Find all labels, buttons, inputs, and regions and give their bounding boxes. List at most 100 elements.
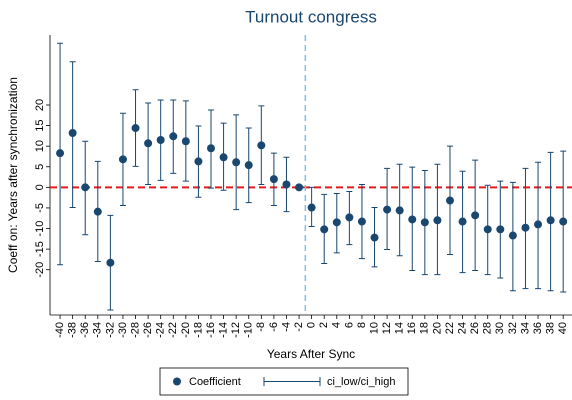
x-tick-label: 8: [356, 322, 368, 328]
point: [370, 233, 379, 242]
point: [546, 216, 555, 225]
x-tick-label: -38: [67, 322, 79, 338]
point: [559, 217, 568, 226]
point: [81, 183, 90, 192]
x-tick-label: 4: [331, 322, 343, 328]
point: [458, 217, 467, 226]
x-tick-label: -20: [180, 322, 192, 338]
y-tick-label: 0: [34, 184, 46, 190]
y-tick-label: -15: [34, 241, 46, 257]
x-tick-label: 26: [469, 322, 481, 334]
point: [420, 218, 429, 227]
x-tick-label: -8: [255, 322, 267, 332]
x-tick-label: -34: [92, 322, 104, 338]
x-tick-label: 2: [318, 322, 330, 328]
point: [169, 132, 178, 141]
point: [521, 223, 530, 232]
y-tick-label: 15: [34, 119, 46, 131]
x-tick-label: -28: [129, 322, 141, 338]
x-tick-label: 6: [343, 322, 355, 328]
x-tick-label: 18: [419, 322, 431, 334]
x-tick-label: -24: [155, 322, 167, 338]
point: [433, 216, 442, 225]
point: [181, 137, 190, 146]
y-tick-label: 5: [34, 164, 46, 170]
point: [307, 203, 316, 212]
point: [445, 196, 454, 205]
point: [383, 205, 392, 214]
x-tick-label: 16: [406, 322, 418, 334]
x-tick-label: 24: [456, 322, 468, 334]
x-tick-label: 20: [431, 322, 443, 334]
x-tick-label: 40: [557, 322, 569, 334]
legend-marker: [263, 377, 321, 386]
point: [118, 155, 127, 164]
point: [483, 225, 492, 234]
x-tick-label: -26: [142, 322, 154, 338]
legend-label: ci_low/ci_high: [327, 376, 395, 388]
point: [534, 220, 543, 229]
y-tick-label: 10: [34, 140, 46, 152]
x-tick-label: -36: [79, 322, 91, 338]
point: [232, 158, 241, 167]
y-tick-label: -5: [34, 203, 46, 213]
legend-marker: [173, 377, 181, 386]
x-axis-label: Years After Sync: [267, 347, 355, 361]
point: [207, 144, 216, 153]
point: [106, 258, 115, 267]
x-tick-label: -2: [293, 322, 305, 332]
point: [395, 206, 404, 215]
x-tick-label: 34: [519, 322, 531, 334]
point: [345, 213, 354, 222]
x-tick-label: -4: [280, 322, 292, 332]
point: [144, 139, 153, 148]
x-tick-label: 22: [444, 322, 456, 334]
x-tick-label: -18: [192, 322, 204, 338]
x-tick-label: 14: [394, 322, 406, 334]
x-tick-label: -10: [243, 322, 255, 338]
point: [320, 225, 329, 234]
chart-title: Turnout congress: [245, 7, 377, 26]
point: [219, 153, 228, 162]
x-tick-label: -6: [268, 322, 280, 332]
x-tick-label: 30: [494, 322, 506, 334]
x-tick-label: -16: [205, 322, 217, 338]
y-tick-label: -20: [34, 262, 46, 278]
point: [408, 215, 417, 224]
x-tick-label: 28: [482, 322, 494, 334]
x-tick-label: 36: [532, 322, 544, 334]
point: [131, 124, 140, 133]
legend-label: Coefficient: [189, 376, 241, 388]
point: [282, 180, 291, 189]
x-tick-label: 38: [545, 322, 557, 334]
y-axis-label: Coeff on: Years after synchronization: [6, 77, 20, 273]
x-tick-label: -22: [167, 322, 179, 338]
point: [156, 136, 165, 144]
point: [357, 217, 366, 226]
x-tick-label: -40: [54, 322, 66, 338]
point: [496, 225, 505, 234]
point: [508, 231, 517, 240]
y-tick-label: -10: [34, 221, 46, 237]
point: [295, 183, 304, 192]
x-tick-label: -32: [104, 322, 116, 338]
point: [269, 175, 278, 184]
x-tick-label: -14: [217, 322, 229, 338]
x-tick-label: 12: [381, 322, 393, 334]
x-tick-label: 0: [306, 322, 318, 328]
x-tick-label: -30: [117, 322, 129, 338]
y-tick-label: 20: [34, 99, 46, 111]
point: [93, 207, 102, 216]
point: [56, 149, 65, 158]
point: [244, 161, 253, 170]
point: [257, 141, 266, 150]
x-tick-label: 10: [368, 322, 380, 334]
x-tick-label: 32: [507, 322, 519, 334]
point: [471, 211, 480, 220]
point: [332, 218, 341, 227]
point: [194, 157, 203, 166]
x-tick-label: -12: [230, 322, 242, 338]
point: [68, 129, 77, 137]
